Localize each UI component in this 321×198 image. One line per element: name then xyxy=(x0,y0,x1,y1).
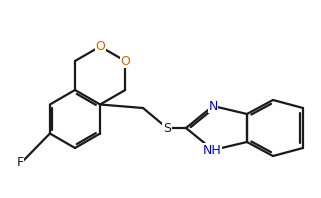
Text: O: O xyxy=(120,54,130,68)
Text: NH: NH xyxy=(203,144,221,156)
Text: S: S xyxy=(163,122,171,134)
Text: N: N xyxy=(208,100,218,112)
Text: O: O xyxy=(95,40,105,53)
Text: F: F xyxy=(16,156,23,169)
